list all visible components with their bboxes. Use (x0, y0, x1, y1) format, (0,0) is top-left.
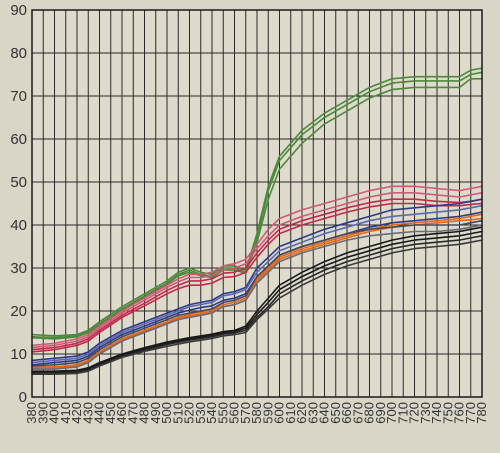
x-tick-labels: 3803904004104204304404504604704804905005… (24, 402, 489, 424)
x-tick-label: 600 (272, 402, 287, 424)
series-line-8 (31, 198, 483, 362)
series-line-13 (31, 219, 483, 367)
x-tick-label: 720 (407, 402, 422, 424)
series-line-3 (31, 78, 483, 340)
x-tick-label: 380 (24, 402, 39, 424)
x-tick-label: 430 (80, 402, 95, 424)
series-line-7 (31, 202, 483, 353)
y-tick-label: 80 (10, 45, 27, 62)
x-tick-label: 550 (215, 402, 230, 424)
series-layer (31, 67, 483, 376)
series-line-5 (31, 192, 483, 349)
series-line-14 (31, 224, 483, 370)
series-line-15 (31, 226, 483, 373)
x-tick-label: 610 (283, 402, 298, 424)
x-tick-label: 620 (294, 402, 309, 424)
x-tick-label: 710 (395, 402, 410, 424)
x-tick-label: 680 (362, 402, 377, 424)
x-tick-label: 780 (474, 402, 489, 424)
x-tick-label: 740 (429, 402, 444, 424)
series-line-9 (31, 204, 483, 364)
x-tick-label: 590 (260, 402, 275, 424)
series-line-16 (31, 230, 483, 373)
series-line-11 (31, 213, 483, 368)
x-tick-label: 640 (317, 402, 332, 424)
x-tick-label: 460 (114, 402, 129, 424)
x-tick-label: 750 (440, 402, 455, 424)
y-tick-label: 70 (10, 88, 27, 105)
x-tick-label: 560 (227, 402, 242, 424)
x-tick-label: 520 (182, 402, 197, 424)
x-tick-label: 660 (339, 402, 354, 424)
x-tick-label: 510 (170, 402, 185, 424)
x-tick-label: 440 (92, 402, 107, 424)
x-tick-label: 770 (463, 402, 478, 424)
x-tick-label: 470 (125, 402, 140, 424)
x-tick-label: 540 (204, 402, 219, 424)
y-tick-label: 40 (10, 217, 27, 234)
x-tick-label: 670 (350, 402, 365, 424)
plot-frame (31, 9, 483, 398)
x-tick-label: 420 (69, 402, 84, 424)
x-tick-label: 760 (452, 402, 467, 424)
series-line-10 (31, 211, 483, 366)
x-tick-label: 700 (384, 402, 399, 424)
series-line-6 (31, 198, 483, 351)
series-line-18 (31, 239, 483, 376)
x-tick-label: 730 (418, 402, 433, 424)
x-tick-label: 490 (148, 402, 163, 424)
x-tick-label: 400 (47, 402, 62, 424)
x-tick-label: 410 (58, 402, 73, 424)
x-tick-label: 390 (35, 402, 50, 424)
y-tick-label: 30 (10, 260, 27, 277)
y-tick-label: 0 (19, 389, 27, 406)
x-tick-label: 630 (305, 402, 320, 424)
x-tick-label: 570 (238, 402, 253, 424)
y-tick-labels: 0 10 20 30 40 50 60 70 80 90 (10, 2, 27, 406)
series-line-4 (31, 185, 483, 347)
y-tick-label: 50 (10, 174, 27, 191)
x-tick-label: 650 (328, 402, 343, 424)
x-tick-label: 580 (249, 402, 264, 424)
x-tick-label: 450 (103, 402, 118, 424)
x-tick-label: 530 (193, 402, 208, 424)
x-tick-label: 690 (373, 402, 388, 424)
y-tick-label: 20 (10, 303, 27, 320)
series-line-1 (31, 67, 483, 337)
x-tick-label: 500 (159, 402, 174, 424)
y-tick-label: 60 (10, 131, 27, 148)
y-tick-label: 90 (10, 2, 27, 19)
x-tick-label: 480 (137, 402, 152, 424)
y-tick-label: 10 (10, 346, 27, 363)
